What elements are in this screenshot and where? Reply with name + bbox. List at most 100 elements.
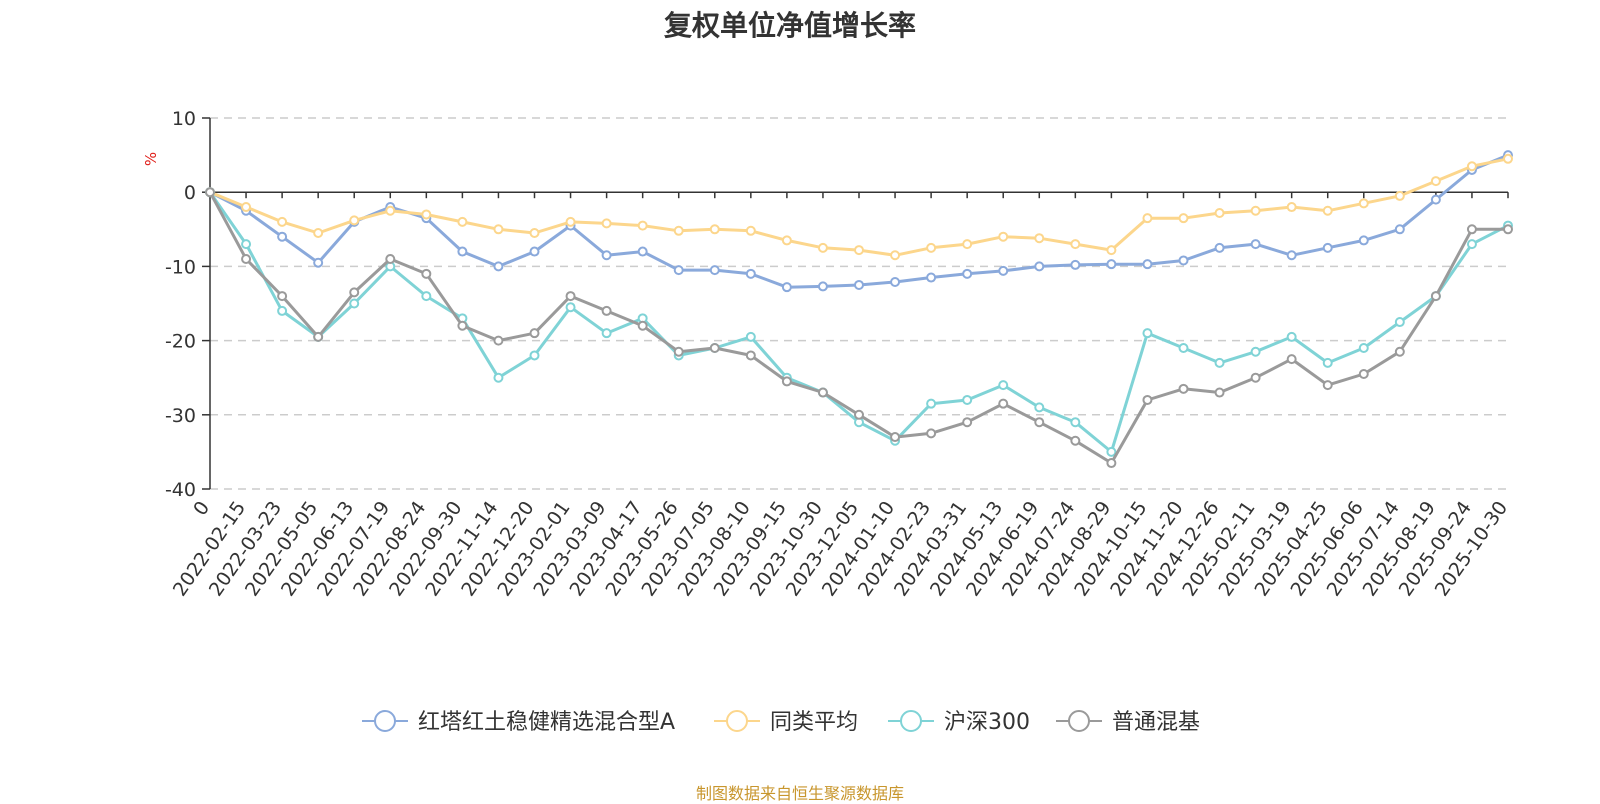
legend-marker <box>1068 710 1090 732</box>
data-point <box>1214 387 1225 398</box>
data-point <box>1250 205 1261 216</box>
data-point <box>1178 213 1189 224</box>
data-point <box>313 228 324 239</box>
data-point <box>1070 435 1081 446</box>
data-point <box>817 281 828 292</box>
data-point <box>1178 255 1189 266</box>
legend-item-4: 普通混基 <box>1056 710 1200 735</box>
data-point <box>205 187 215 198</box>
data-point <box>1214 242 1225 253</box>
data-point <box>421 291 432 302</box>
data-point <box>1250 346 1261 357</box>
legend-label: 沪深300 <box>944 710 1030 735</box>
data-point <box>637 320 648 331</box>
series-4 <box>205 187 1513 469</box>
data-point <box>1394 224 1405 235</box>
data-point <box>1430 176 1441 187</box>
data-point <box>1322 242 1333 253</box>
data-point <box>890 250 901 261</box>
y-axis-label: % <box>142 152 160 166</box>
data-point <box>493 224 504 235</box>
data-point <box>1106 458 1117 469</box>
data-point <box>565 302 576 313</box>
series-line <box>209 157 1509 257</box>
series-1 <box>205 150 1513 293</box>
data-point <box>709 265 720 276</box>
data-point <box>1286 331 1297 342</box>
data-point <box>709 224 720 235</box>
data-point <box>1466 224 1477 235</box>
data-point <box>493 261 504 272</box>
data-point <box>1394 317 1405 328</box>
data-point <box>962 394 973 405</box>
legend-label: 普通混基 <box>1112 710 1200 735</box>
data-point <box>817 242 828 253</box>
data-point <box>1214 357 1225 368</box>
data-point <box>1322 380 1333 391</box>
series-lines <box>205 150 1513 469</box>
series-3 <box>205 187 1513 457</box>
data-point <box>854 409 864 420</box>
data-point <box>457 246 468 257</box>
data-point <box>601 328 612 339</box>
data-point <box>817 387 828 398</box>
data-point <box>1358 343 1369 354</box>
data-point <box>1178 343 1189 354</box>
data-point <box>1394 190 1405 201</box>
legend-marker <box>374 710 396 732</box>
data-point <box>998 231 1009 242</box>
data-point <box>1070 417 1081 428</box>
data-point <box>781 235 792 246</box>
data-point <box>1034 261 1045 272</box>
data-point <box>1034 417 1045 428</box>
data-point <box>998 398 1009 409</box>
series-line <box>209 153 1509 289</box>
x-tick-label: 0 <box>189 497 214 520</box>
legend-item-2: 同类平均 <box>714 710 858 735</box>
data-point <box>1503 224 1513 235</box>
data-point <box>1106 446 1117 457</box>
y-tick-label: 10 <box>172 108 196 130</box>
data-point <box>637 220 648 231</box>
data-point <box>1466 239 1477 250</box>
data-point <box>529 350 540 361</box>
data-point <box>1106 259 1117 270</box>
data-point <box>565 216 576 227</box>
data-point <box>349 298 360 309</box>
data-point <box>1503 153 1513 164</box>
data-point <box>241 202 252 213</box>
data-point <box>1070 259 1081 270</box>
data-point <box>673 225 684 236</box>
data-point <box>601 305 612 316</box>
data-point <box>854 279 864 290</box>
data-point <box>385 205 396 216</box>
data-point <box>1358 235 1369 246</box>
legend-marker <box>726 710 748 732</box>
data-point <box>277 291 288 302</box>
data-point <box>1322 205 1333 216</box>
data-point <box>926 272 937 283</box>
data-point <box>241 253 252 264</box>
data-point <box>601 218 612 229</box>
data-point <box>926 242 937 253</box>
data-point <box>1286 250 1297 261</box>
data-point <box>349 215 360 226</box>
series-2 <box>205 153 1513 261</box>
data-point <box>421 209 432 220</box>
data-point <box>745 225 756 236</box>
data-point <box>1286 354 1297 365</box>
data-point <box>457 320 468 331</box>
data-point <box>529 228 540 239</box>
data-point <box>926 428 937 439</box>
data-point <box>637 246 648 257</box>
data-point <box>1430 291 1441 302</box>
data-point <box>421 268 432 279</box>
data-point <box>1142 213 1153 224</box>
data-point <box>1142 394 1153 405</box>
data-point <box>1430 194 1441 205</box>
data-point <box>1286 202 1297 213</box>
data-point <box>529 246 540 257</box>
legend-item-1: 红塔红土稳健精选混合型A <box>362 710 675 735</box>
data-point <box>1142 328 1153 339</box>
data-point <box>745 268 756 279</box>
